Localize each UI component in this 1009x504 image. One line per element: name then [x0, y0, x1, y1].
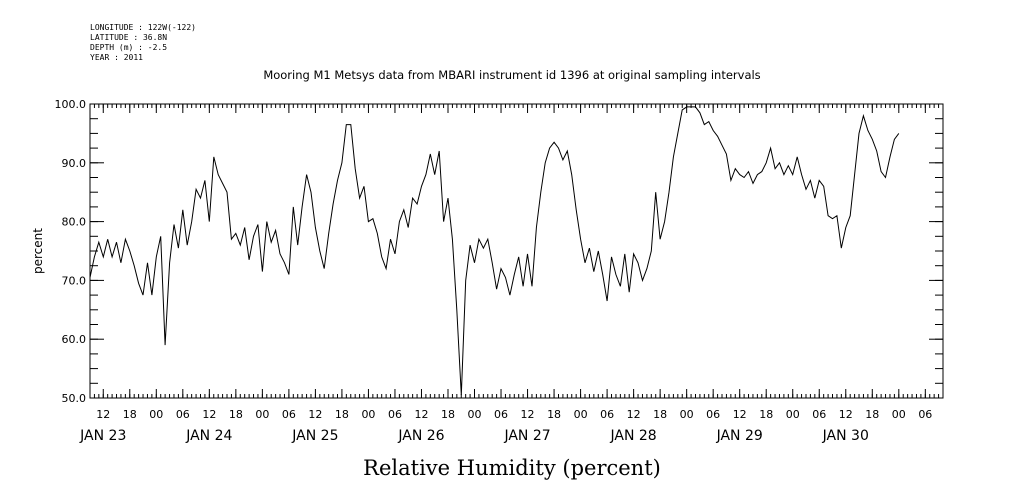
- x-tick-label: 06: [918, 408, 932, 421]
- meta-longitude: LONGITUDE : 122W(-122): [90, 23, 196, 32]
- y-axis-label: percent: [31, 228, 45, 274]
- y-tick-label: 50.0: [62, 392, 87, 405]
- x-tick-label: 18: [759, 408, 773, 421]
- x-tick-label: 00: [255, 408, 269, 421]
- x-date-label: JAN 25: [291, 428, 338, 444]
- meta-latitude: LATITUDE : 36.8N: [90, 33, 167, 42]
- x-tick-label: 12: [414, 408, 428, 421]
- x-tick-label: 06: [706, 408, 720, 421]
- x-tick-label: 18: [653, 408, 667, 421]
- x-tick-label: 12: [521, 408, 535, 421]
- x-tick-label: 12: [202, 408, 216, 421]
- x-tick-label: 06: [494, 408, 508, 421]
- x-date-label: JAN 23: [79, 428, 126, 444]
- x-tick-label: 00: [468, 408, 482, 421]
- humidity-line: [89, 106, 900, 396]
- x-date-label: JAN 28: [610, 428, 657, 444]
- x-tick-label: 18: [335, 408, 349, 421]
- x-tick-label: 06: [282, 408, 296, 421]
- x-tick-label: 06: [388, 408, 402, 421]
- x-axis-label: Relative Humidity (percent): [363, 456, 661, 480]
- meta-depth: DEPTH (m) : -2.5: [90, 43, 167, 52]
- x-tick-label: 00: [680, 408, 694, 421]
- y-tick-label: 60.0: [62, 333, 87, 346]
- y-axis: 50.0 60.0 70.0 80.0 90.0 100.0: [55, 98, 943, 405]
- x-tick-label: 12: [839, 408, 853, 421]
- x-tick-label: 18: [547, 408, 561, 421]
- x-tick-label: 06: [176, 408, 190, 421]
- x-tick-label: 12: [96, 408, 110, 421]
- x-tick-label: 00: [361, 408, 375, 421]
- x-tick-label: 12: [733, 408, 747, 421]
- x-tick-label: 12: [308, 408, 322, 421]
- x-tick-label: 18: [123, 408, 137, 421]
- x-tick-label: 18: [229, 408, 243, 421]
- x-tick-label: 00: [892, 408, 906, 421]
- y-tick-label: 70.0: [62, 274, 87, 287]
- minor-ticks: [89, 103, 944, 399]
- x-date-label: JAN 29: [716, 428, 763, 444]
- x-date-label: JAN 24: [185, 428, 232, 444]
- x-tick-label: 06: [812, 408, 826, 421]
- x-date-label: JAN 26: [397, 428, 444, 444]
- plot-frame: [89, 103, 944, 399]
- x-date-label: JAN 27: [503, 428, 550, 444]
- x-tick-label: 12: [627, 408, 641, 421]
- y-tick-label: 90.0: [62, 157, 87, 170]
- x-tick-label: 00: [149, 408, 163, 421]
- meta-year: YEAR : 2011: [90, 53, 143, 62]
- x-tick-label: 18: [865, 408, 879, 421]
- x-axis: 12 18 00 06 12 18 00 06 12 18 00 06 12 18 00 06 12 18 00 06…: [79, 104, 932, 444]
- x-tick-label: 00: [574, 408, 588, 421]
- x-tick-label: 18: [441, 408, 455, 421]
- chart-title: Mooring M1 Metsys data from MBARI instru…: [263, 68, 760, 82]
- y-tick-label: 80.0: [62, 216, 87, 229]
- x-tick-label: 06: [600, 408, 614, 421]
- x-date-label: JAN 30: [822, 428, 869, 444]
- y-tick-label: 100.0: [55, 98, 87, 111]
- x-tick-label: 00: [786, 408, 800, 421]
